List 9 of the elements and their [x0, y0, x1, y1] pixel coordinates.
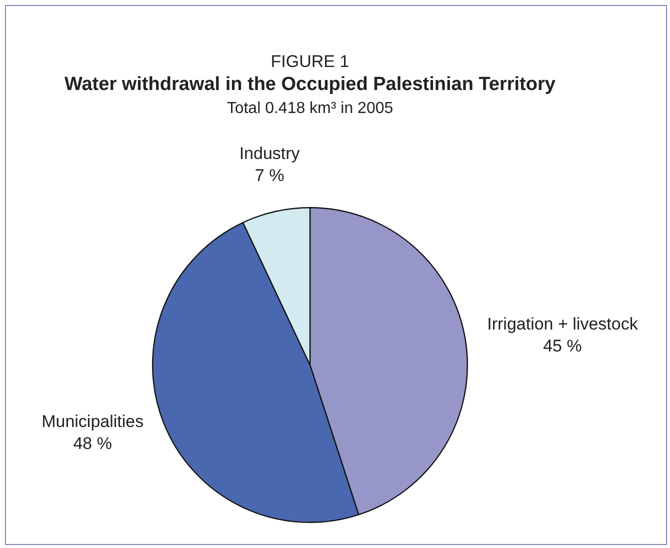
- slice-label: Municipalities: [42, 412, 144, 431]
- data-label: 7 %: [254, 166, 284, 185]
- caption: FIGURE 1: [270, 52, 350, 72]
- chart-title: Water withdrawal in the Occupied Palestinian Territory: [64, 74, 556, 96]
- slice-label: Irrigation + livestock: [487, 314, 638, 334]
- slice-label: Industry: [239, 144, 300, 163]
- chart-subtitle: Total 0.418 km³ in 2005: [226, 100, 394, 118]
- data-label: 48 %: [73, 434, 112, 453]
- data-label: 45 %: [543, 336, 582, 356]
